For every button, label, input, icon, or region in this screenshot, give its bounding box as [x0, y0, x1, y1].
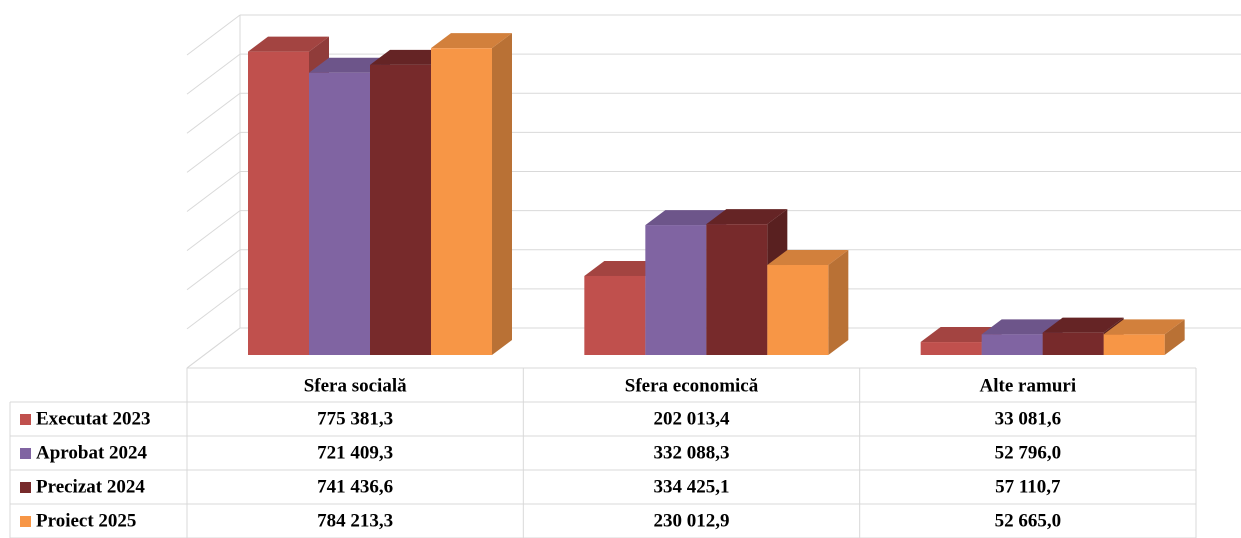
bar-top [1103, 319, 1185, 335]
value-label: 202 013,4 [654, 408, 731, 429]
bar-top [706, 209, 788, 225]
legend-swatch [20, 482, 31, 493]
legend-swatch [20, 414, 31, 425]
legend-swatch [20, 448, 31, 459]
bar-top [248, 36, 329, 52]
side-grid-line [186, 288, 241, 330]
bar-top [1042, 317, 1124, 333]
bar-side [492, 33, 512, 356]
legend-label: Proiect 2025 [36, 510, 136, 531]
side-grid-line [186, 53, 241, 95]
value-label: 334 425,1 [654, 476, 730, 497]
bar [370, 64, 431, 355]
value-label: 57 110,7 [995, 476, 1061, 497]
legend-swatch [20, 516, 31, 527]
bar-top [309, 57, 390, 73]
bar [584, 275, 646, 355]
bar-top [767, 250, 849, 266]
bar-side [1164, 319, 1185, 355]
bar-top [431, 33, 512, 49]
side-grid-line [186, 171, 241, 212]
value-label: 775 381,3 [317, 408, 393, 429]
category-label: Alte ramuri [980, 375, 1077, 396]
value-label: 721 409,3 [317, 442, 393, 463]
bar [248, 51, 309, 355]
value-label: 52 665,0 [995, 510, 1062, 531]
bar [767, 265, 829, 355]
value-label: 784 213,3 [317, 510, 393, 531]
bar [920, 342, 982, 355]
legend-label: Precizat 2024 [36, 476, 145, 497]
bar-side [828, 250, 849, 355]
category-label: Sfera socială [304, 375, 407, 396]
side-grid-line [186, 210, 241, 252]
bar-top [584, 260, 666, 276]
bar [431, 48, 492, 356]
bar [645, 225, 707, 355]
bar-top [370, 49, 451, 65]
value-label: 332 088,3 [654, 442, 730, 463]
bar [706, 224, 768, 355]
value-label: 230 012,9 [654, 510, 730, 531]
value-label: 33 081,6 [995, 408, 1062, 429]
side-grid-line [186, 92, 241, 134]
floor-edge [186, 327, 241, 369]
bar-top [981, 319, 1063, 335]
side-grid-line [186, 249, 241, 291]
value-label: 52 796,0 [995, 442, 1062, 463]
legend-label: Executat 2023 [36, 408, 151, 429]
side-grid-line [186, 131, 241, 173]
bar-top [920, 327, 1002, 343]
category-label: Sfera economică [625, 375, 759, 396]
bar [1103, 334, 1165, 355]
bar [1042, 332, 1104, 355]
value-label: 741 436,6 [317, 476, 393, 497]
legend-label: Aprobat 2024 [36, 442, 148, 463]
side-grid-line [186, 14, 241, 56]
bar [981, 334, 1043, 355]
bar-top [645, 210, 727, 226]
bar [309, 72, 370, 356]
